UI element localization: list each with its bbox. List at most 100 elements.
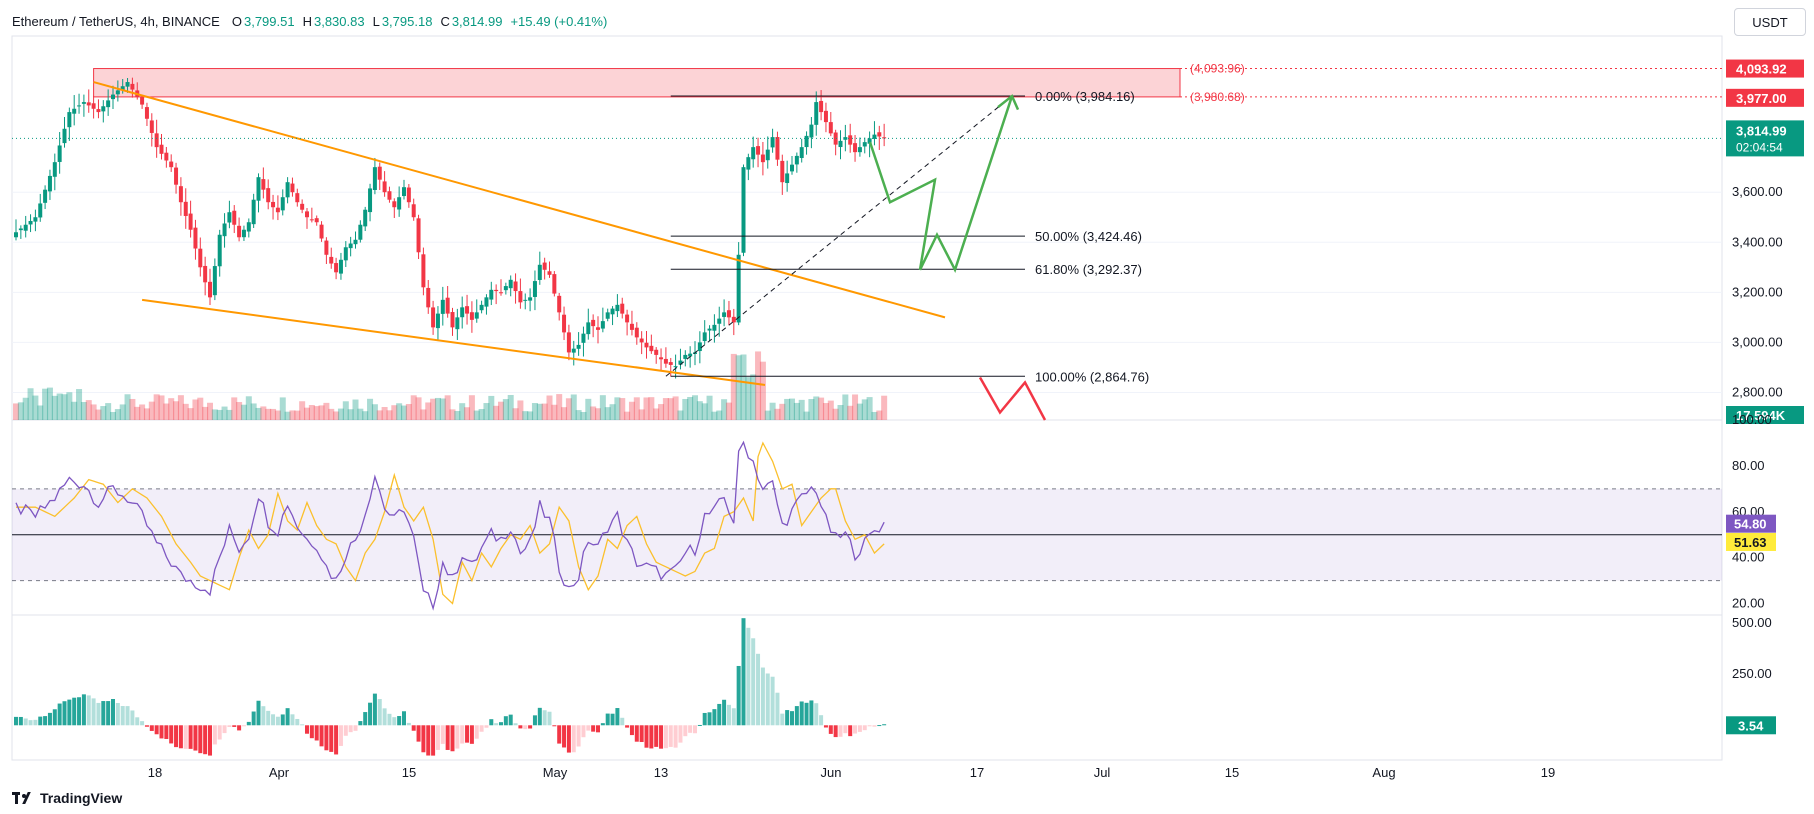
- open-label: O: [231, 13, 242, 29]
- volume-bar: [643, 397, 650, 420]
- histogram-tick-label: 250.00: [1732, 666, 1772, 681]
- candle-body: [431, 307, 436, 328]
- volume-bar: [255, 407, 262, 420]
- histogram-bar: [634, 725, 639, 742]
- histogram-bar: [47, 712, 52, 726]
- histogram-bar: [57, 703, 62, 726]
- candle-body: [707, 328, 712, 331]
- candle-body: [406, 187, 411, 203]
- volume-bar: [80, 401, 87, 420]
- volume-bar: [769, 402, 776, 420]
- volume-bar: [270, 408, 277, 420]
- candle-body: [120, 86, 125, 90]
- candle-body: [518, 291, 523, 303]
- candle-body: [654, 349, 659, 355]
- volume-bar: [337, 408, 344, 420]
- histogram-bar: [91, 698, 96, 726]
- candle-body: [731, 316, 736, 323]
- volume-bar: [119, 404, 126, 420]
- volume-bar: [434, 397, 441, 420]
- x-tick-label: Apr: [269, 765, 290, 780]
- candle-body: [358, 224, 363, 240]
- volume-bar: [842, 394, 849, 420]
- candle-body: [426, 287, 431, 308]
- rsi-ma-line: [16, 441, 885, 605]
- histogram-bar: [28, 720, 33, 726]
- candle-body: [552, 274, 557, 294]
- candle-body: [591, 319, 596, 327]
- candle-body: [338, 259, 343, 274]
- volume-bar: [818, 397, 825, 420]
- histogram-bar: [426, 725, 431, 756]
- candle-body: [77, 105, 82, 107]
- volume-bar: [837, 405, 844, 420]
- histogram-bar: [668, 725, 673, 747]
- volume-bar: [367, 398, 374, 420]
- candle-body: [295, 193, 300, 203]
- histogram-bar: [149, 725, 154, 731]
- volume-bar: [595, 408, 601, 420]
- volume-bar: [216, 409, 223, 420]
- candle-body: [38, 203, 43, 218]
- volume-bar: [240, 404, 247, 420]
- histogram-bar: [329, 725, 334, 752]
- histogram-bar: [799, 701, 804, 726]
- histogram-bar: [518, 725, 523, 729]
- histogram-bar: [368, 702, 373, 726]
- histogram-bar: [144, 725, 149, 727]
- volume-bar: [808, 399, 815, 420]
- volume-bar: [163, 403, 170, 420]
- histogram-bar: [581, 725, 586, 738]
- candle-body: [271, 201, 276, 208]
- candle-body: [460, 307, 465, 318]
- histogram-bar: [484, 725, 489, 728]
- histogram-bar: [208, 725, 212, 756]
- histogram-bar: [295, 718, 300, 726]
- last-price-label: 3,814.99: [1736, 123, 1787, 138]
- histogram-bar: [571, 725, 576, 753]
- volume-bar: [376, 410, 383, 420]
- rsi-ma-tag: [1726, 532, 1776, 551]
- volume-bar: [134, 406, 141, 420]
- candle-body: [610, 308, 615, 315]
- histogram-bar: [707, 712, 712, 726]
- histogram-bar: [140, 721, 145, 726]
- candle-body: [678, 360, 683, 365]
- histogram-bar: [101, 701, 106, 726]
- histogram-bar: [591, 725, 596, 732]
- currency-button[interactable]: USDT: [1734, 8, 1806, 36]
- volume-bar: [793, 402, 800, 420]
- histogram-bar: [241, 725, 246, 727]
- fib-level-label: 100.00% (2,864.76): [1035, 369, 1149, 384]
- candle-body: [402, 187, 406, 197]
- volume-bar: [27, 388, 34, 420]
- high-label: H: [302, 13, 312, 29]
- wedge-upper-trendline: [93, 81, 946, 319]
- histogram-bar: [261, 706, 266, 726]
- histogram-bar: [159, 725, 164, 739]
- volume-bar: [779, 403, 786, 420]
- candle-body: [528, 297, 533, 301]
- histogram-bar: [154, 725, 159, 735]
- bullish-projection-path: [868, 95, 1014, 274]
- histogram-bar: [693, 725, 697, 734]
- histogram-value-tag: [1726, 716, 1776, 735]
- candle-body: [324, 240, 329, 255]
- candle-body: [625, 314, 630, 323]
- x-tick-label: 15: [1225, 765, 1239, 780]
- last-price-tag: [1726, 120, 1804, 157]
- volume-bar: [493, 405, 500, 420]
- histogram-bar: [193, 725, 198, 751]
- candle-body: [23, 224, 28, 231]
- volume-bar: [333, 411, 340, 420]
- candle-body: [372, 167, 377, 190]
- candle-body: [198, 248, 203, 268]
- histogram-bar: [445, 725, 450, 750]
- histogram-bar: [809, 700, 814, 726]
- candle-body: [523, 299, 528, 301]
- candle-body: [532, 281, 537, 297]
- volume-bar: [71, 401, 78, 420]
- rsi-tick-label: 20.00: [1732, 596, 1765, 611]
- histogram-bar: [853, 725, 858, 734]
- candle-body: [101, 106, 106, 112]
